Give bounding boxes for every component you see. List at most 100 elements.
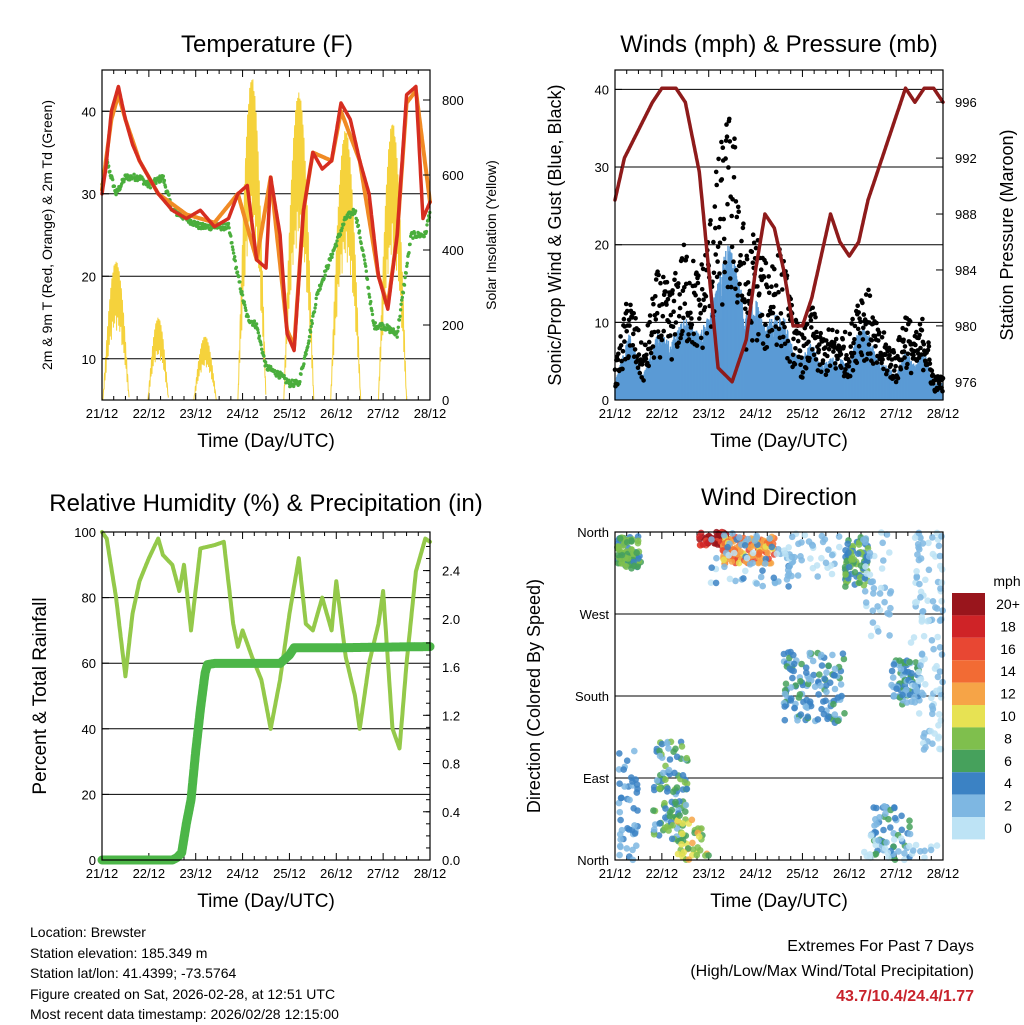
dewpoint-point xyxy=(424,229,429,234)
direction-point xyxy=(915,668,923,676)
direction-point xyxy=(683,785,691,793)
x-tick-label: 28/12 xyxy=(927,406,960,421)
direction-point xyxy=(933,662,940,670)
gust-point xyxy=(660,302,665,307)
direction-point xyxy=(783,576,791,583)
direction-point xyxy=(919,540,927,547)
gust-point xyxy=(717,240,723,246)
gust-point xyxy=(779,343,784,349)
direction-point xyxy=(911,682,919,689)
gust-point xyxy=(860,300,865,306)
gust-point xyxy=(637,370,643,376)
gust-point xyxy=(658,280,663,286)
direction-point xyxy=(876,590,884,597)
gust-point xyxy=(743,306,748,312)
gust-point xyxy=(688,310,693,316)
dewpoint-point xyxy=(405,264,409,268)
gust-point xyxy=(769,284,774,290)
gust-point xyxy=(843,367,848,372)
gust-point xyxy=(655,329,661,334)
direction-point xyxy=(919,608,927,615)
dewpoint-point xyxy=(361,248,365,253)
direction-point xyxy=(891,814,899,822)
direction-point xyxy=(665,745,672,752)
direction-point xyxy=(938,579,946,586)
dewpoint-point xyxy=(364,269,368,273)
direction-point xyxy=(835,533,843,540)
gust-point xyxy=(713,225,718,231)
direction-point xyxy=(621,783,628,790)
gust-point xyxy=(818,330,823,336)
gust-point xyxy=(883,342,889,348)
direction-point xyxy=(938,566,946,573)
dewpoint-point xyxy=(342,222,346,226)
gust-point xyxy=(733,286,738,292)
colorbar-label: 10 xyxy=(1000,708,1016,724)
gust-point xyxy=(691,331,696,337)
direction-point xyxy=(614,543,621,551)
y-axis-left: 10 20 30 40 xyxy=(82,104,109,367)
gust-point xyxy=(874,320,879,326)
direction-point xyxy=(925,539,932,547)
gust-point xyxy=(734,214,740,220)
gust-point xyxy=(682,285,687,290)
dewpoint-point xyxy=(396,325,400,329)
direction-point xyxy=(785,583,792,590)
dewpoint-point xyxy=(310,321,314,326)
direction-point xyxy=(874,603,881,610)
gust-point xyxy=(701,297,706,303)
x-tick-label: 25/12 xyxy=(786,866,819,881)
gust-point xyxy=(886,345,892,351)
direction-point xyxy=(823,682,830,689)
direction-point xyxy=(823,688,830,696)
direction-point xyxy=(834,717,842,725)
gust-point xyxy=(776,326,782,332)
gust-point xyxy=(764,345,770,350)
direction-point xyxy=(875,837,882,844)
gust-point xyxy=(925,347,931,353)
plot-border xyxy=(101,69,431,401)
dewpoint-point xyxy=(398,314,402,318)
gust-point xyxy=(861,325,866,331)
gust-point xyxy=(893,379,899,385)
dewpoint-point xyxy=(238,280,242,284)
gust-point xyxy=(720,302,725,307)
colorbar-swatch xyxy=(952,593,985,616)
dewpoint-point xyxy=(400,298,404,302)
gust-point xyxy=(830,327,835,333)
gust-point xyxy=(738,253,743,258)
direction-point xyxy=(822,697,829,704)
gust-point xyxy=(766,290,772,296)
direction-point xyxy=(741,542,749,549)
gust-point xyxy=(633,316,638,321)
direction-point xyxy=(909,847,917,854)
dewpoint-point xyxy=(404,271,408,275)
colorbar-swatch xyxy=(952,615,985,638)
gust-point xyxy=(755,284,760,289)
gust-point xyxy=(697,316,702,321)
direction-point xyxy=(925,566,933,574)
dewpoint-point xyxy=(259,343,263,347)
gust-point xyxy=(864,356,869,362)
gust-point xyxy=(673,320,679,325)
gust-point xyxy=(677,305,683,311)
gust-point xyxy=(880,357,885,362)
gust-point xyxy=(824,338,829,343)
dewpoint-point xyxy=(132,172,136,176)
gust-point xyxy=(693,292,698,298)
gust-point xyxy=(632,347,638,352)
direction-point xyxy=(911,534,919,541)
gust-point xyxy=(670,288,675,293)
winds-x-axis: 21/12 22/12 23/12 24/12 25/12 26/12 27/12 28/12 xyxy=(599,70,960,421)
gust-point xyxy=(920,316,925,322)
direction-point xyxy=(935,722,942,729)
gust-point xyxy=(711,270,717,276)
gust-point xyxy=(881,330,887,335)
direction-point xyxy=(653,777,661,784)
gust-point xyxy=(877,330,882,335)
gust-point xyxy=(735,300,740,305)
gust-point xyxy=(745,280,751,285)
gust-point xyxy=(663,289,668,294)
temperature-x-label: Time (Day/UTC) xyxy=(197,431,335,452)
direction-point xyxy=(911,699,919,706)
